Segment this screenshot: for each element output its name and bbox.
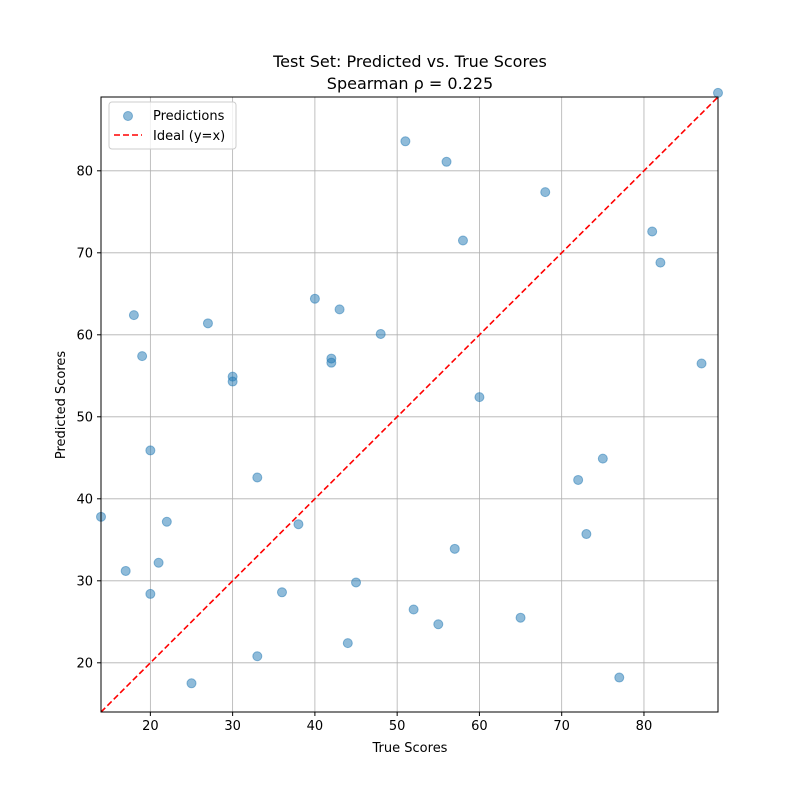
data-point: [326, 357, 337, 368]
data-point: [227, 376, 238, 387]
x-tick-label: 80: [636, 719, 653, 734]
x-tick-label: 40: [307, 719, 324, 734]
data-point: [408, 604, 419, 615]
data-point: [334, 304, 345, 315]
data-point: [137, 351, 148, 362]
data-point: [120, 565, 131, 576]
x-tick-label: 20: [142, 719, 159, 734]
data-point: [457, 235, 468, 246]
data-point: [441, 156, 452, 167]
data-point: [375, 328, 386, 339]
data-point: [153, 557, 164, 568]
ideal-line-layer: [100, 96, 719, 713]
data-point: [515, 612, 526, 623]
x-tick-label: 50: [389, 719, 406, 734]
x-tick-label: 60: [471, 719, 488, 734]
data-point: [449, 543, 460, 554]
data-point: [573, 474, 584, 485]
data-point: [655, 257, 666, 268]
y-tick-label: 80: [76, 164, 93, 179]
data-point: [145, 588, 156, 599]
data-point: [252, 651, 263, 662]
data-point: [145, 445, 156, 456]
data-point: [540, 187, 551, 198]
data-point: [696, 358, 707, 369]
ideal-line: [100, 96, 719, 713]
y-tick-label: 50: [76, 410, 93, 425]
y-tick-label: 30: [76, 574, 93, 589]
y-tick-label: 40: [76, 492, 93, 507]
y-axis-label: Predicted Scores: [54, 351, 69, 460]
data-point: [597, 453, 608, 464]
legend: Predictions Ideal (y=x): [108, 101, 237, 150]
data-point: [342, 638, 353, 649]
y-tick-label: 20: [76, 656, 93, 671]
data-point: [293, 519, 304, 530]
y-tick-label: 70: [76, 246, 93, 261]
data-point: [276, 587, 287, 598]
grid: [101, 97, 718, 712]
chart-title: Test Set: Predicted vs. True Scores: [272, 52, 547, 71]
data-point: [474, 392, 485, 403]
data-point: [202, 318, 213, 329]
data-point: [351, 577, 362, 588]
data-point: [647, 226, 658, 237]
data-point: [128, 310, 139, 321]
y-tick-label: 60: [76, 328, 93, 343]
x-tick-label: 30: [224, 719, 241, 734]
data-point: [161, 516, 172, 527]
data-point: [433, 619, 444, 630]
legend-marker-predictions: [123, 111, 133, 121]
legend-label-ideal: Ideal (y=x): [153, 129, 225, 144]
legend-label-predictions: Predictions: [153, 109, 225, 124]
legend-box: [108, 101, 237, 150]
points-layer: [96, 87, 723, 689]
data-point: [713, 87, 723, 98]
data-point: [400, 136, 411, 147]
data-point: [614, 672, 625, 683]
x-tick-label: 70: [553, 719, 570, 734]
x-axis-label: True Scores: [372, 741, 448, 756]
chart-subtitle: Spearman ρ = 0.225: [327, 74, 493, 93]
data-point: [309, 293, 320, 304]
data-point: [186, 678, 197, 689]
data-point: [581, 529, 592, 540]
data-point: [252, 472, 263, 483]
axis-ticks: 20 30 40 50 60 70 80 20 30 40 50 60 70 80: [76, 164, 652, 734]
plot-area-frame: [100, 96, 719, 713]
